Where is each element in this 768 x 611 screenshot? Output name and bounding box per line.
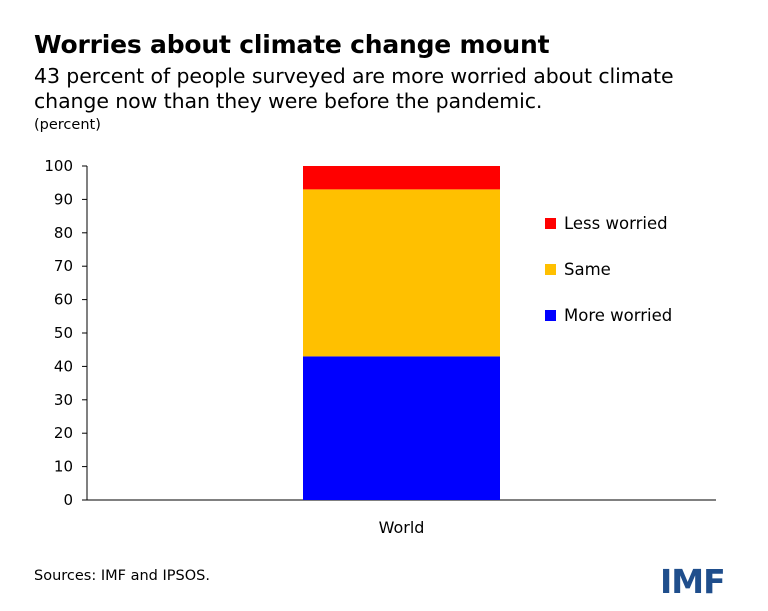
y-tick-label: 100 <box>44 157 73 175</box>
legend-swatch-same <box>545 264 556 275</box>
legend-swatch-less-worried <box>545 218 556 229</box>
bar-more-worried <box>303 356 500 500</box>
y-tick-label: 70 <box>54 257 73 275</box>
y-tick-label: 30 <box>54 391 73 409</box>
y-tick-label: 10 <box>54 458 73 476</box>
bar-less-worried <box>303 166 500 190</box>
y-tick-label: 50 <box>54 324 73 342</box>
y-tick-label: 20 <box>54 424 73 442</box>
legend-label-more-worried: More worried <box>564 306 672 325</box>
chart-subtitle: 43 percent of people surveyed are more w… <box>34 64 674 113</box>
legend-label-same: Same <box>564 260 611 279</box>
chart-title: Worries about climate change mount <box>34 30 550 59</box>
y-tick-label: 0 <box>63 491 73 509</box>
imf-logo: IMF <box>660 562 726 601</box>
legend-swatch-more-worried <box>545 310 556 321</box>
y-tick-label: 90 <box>54 190 73 208</box>
unit-label: (percent) <box>34 117 101 133</box>
source-note: Sources: IMF and IPSOS. <box>34 568 210 584</box>
plot-area: 0 10 20 30 40 50 60 70 80 90 100 World Less worried S… <box>44 157 716 537</box>
y-tick-label: 40 <box>54 357 73 375</box>
y-tick-label: 60 <box>54 291 73 309</box>
legend-label-less-worried: Less worried <box>564 214 668 233</box>
y-tick-label: 80 <box>54 224 73 242</box>
x-category-label: World <box>379 518 425 537</box>
bar-same <box>303 189 500 357</box>
